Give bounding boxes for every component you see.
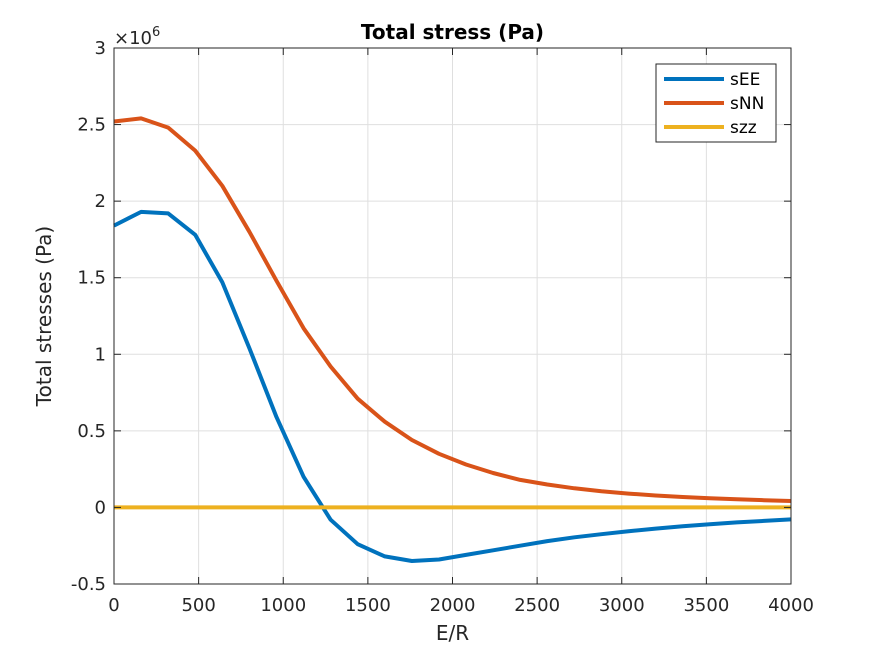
x-tick-label: 3000 <box>599 595 645 616</box>
ticks <box>113 47 792 585</box>
x-tick-label: 4000 <box>768 595 814 616</box>
y-tick-label: -0.5 <box>71 574 106 595</box>
x-tick-label: 3500 <box>683 595 729 616</box>
y-tick-label: 1 <box>95 344 106 365</box>
y-tick-label: 3 <box>95 38 106 59</box>
y-axis-exponent: ×106 <box>114 25 160 49</box>
x-tick-label: 1000 <box>260 595 306 616</box>
x-tick-label: 1500 <box>345 595 391 616</box>
x-axis-label: E/R <box>436 621 469 645</box>
y-tick-label: 0.5 <box>77 421 106 442</box>
y-tick-label: 2.5 <box>77 115 106 136</box>
x-tick-label: 0 <box>108 595 119 616</box>
x-tick-label: 2000 <box>430 595 476 616</box>
series-line-sNN <box>113 116 792 503</box>
legend-label: szz <box>730 118 757 138</box>
y-exponent-base: ×10 <box>114 28 152 49</box>
chart-title: Total stress (Pa) <box>361 20 544 44</box>
x-tick-label: 2500 <box>514 595 560 616</box>
tick-labels: 0 500 1000 1500 2000 2500 3000 3500 4000-0.500.5… <box>71 38 814 616</box>
legend-label: sNN <box>730 94 764 114</box>
series-line-sEE <box>113 209 792 563</box>
y-exponent-power: 6 <box>152 25 160 40</box>
legend: sEE sNN szz <box>655 63 777 143</box>
series-layer <box>113 116 792 563</box>
x-tick-label: 500 <box>181 595 215 616</box>
legend-label: sEE <box>730 70 760 90</box>
y-tick-label: 1.5 <box>77 268 106 289</box>
y-axis-label: Total stresses (Pa) <box>32 226 56 407</box>
y-tick-label: 2 <box>95 191 106 212</box>
y-tick-label: 0 <box>95 497 106 518</box>
